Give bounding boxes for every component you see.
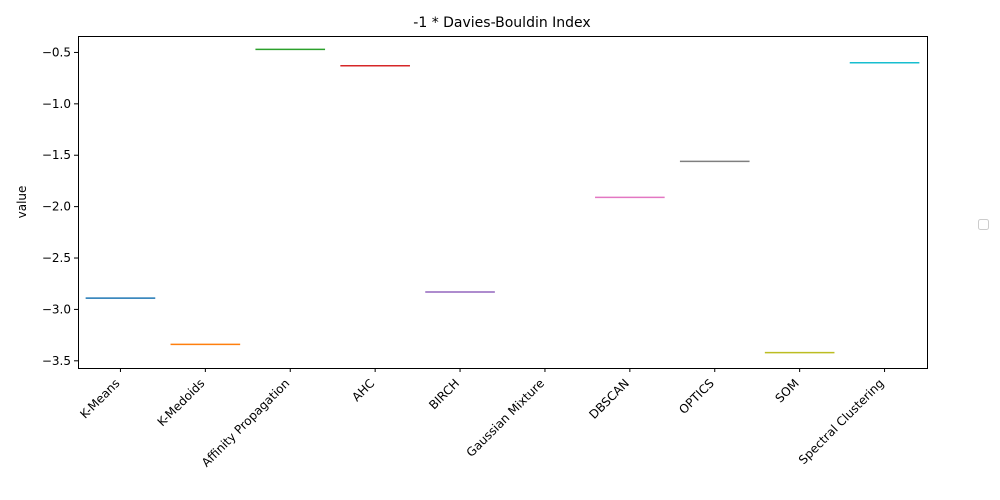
x-tick-label-1: K-Medoids	[155, 376, 208, 429]
y-tick-label-3: −2.0	[42, 200, 71, 214]
x-tick-label-5: Gaussian Mixture	[464, 376, 547, 459]
y-tick-label-0: −3.5	[42, 354, 71, 368]
x-tick-label-7: OPTICS	[676, 376, 717, 417]
y-tick-label-5: −1.0	[42, 97, 71, 111]
plot-marks	[85, 48, 920, 354]
y-tick-label-1: −3.0	[42, 302, 71, 316]
x-tick-label-3: AHC	[349, 376, 377, 404]
x-tick-label-9: Spectral Clustering	[796, 376, 887, 467]
x-tick-label-0: K-Means	[77, 376, 122, 421]
y-axis-label: value	[15, 186, 29, 219]
y-tick-label-2: −2.5	[42, 251, 71, 265]
y-tick-label-4: −1.5	[42, 148, 71, 162]
chart-title: -1 * Davies-Bouldin Index	[413, 15, 590, 31]
x-tick-label-6: DBSCAN	[586, 376, 632, 422]
legend-box	[978, 219, 989, 230]
x-tick-label-2: Affinity Propagation	[199, 376, 293, 470]
plot-frame	[78, 36, 928, 369]
y-axis: −3.5 −3.0 −2.5 −2.0 −1.5 −1.0 −0.5	[42, 45, 78, 368]
y-tick-label-6: −0.5	[42, 45, 71, 59]
x-tick-label-4: BIRCH	[426, 376, 462, 412]
x-tick-label-8: SOM	[772, 376, 801, 405]
